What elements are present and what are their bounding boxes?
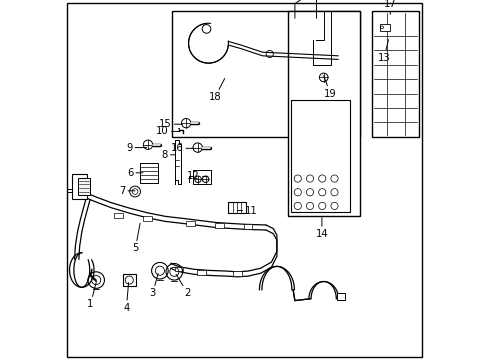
Bar [215,223,223,228]
Bar [186,221,194,226]
Text: 2: 2 [176,274,190,298]
Bar [228,202,245,213]
Text: 4: 4 [123,283,129,313]
Text: 15: 15 [159,119,182,129]
Bar [72,174,87,199]
Bar [371,11,418,137]
Text: 13: 13 [377,40,390,63]
Text: 3: 3 [149,274,158,298]
Bar [172,11,359,137]
Bar [123,274,135,287]
Bar [197,270,205,275]
Bar [114,213,122,218]
Text: 19: 19 [323,76,336,99]
Text: 1: 1 [87,283,96,309]
Bar [232,271,241,276]
Text: 7: 7 [119,186,135,196]
Text: 10: 10 [156,126,179,136]
Text: 8: 8 [161,150,175,160]
Bar [140,163,158,183]
Text: 18: 18 [208,78,224,102]
Bar [291,99,349,212]
Text: 14: 14 [315,218,327,239]
Bar [379,24,389,31]
Text: 5: 5 [132,223,140,253]
Bar [244,224,252,229]
Text: 12: 12 [186,171,207,181]
Bar [174,267,183,271]
Bar [142,216,151,221]
Text: 11: 11 [237,206,258,216]
Bar [78,178,89,195]
Bar [192,170,210,184]
Text: 6: 6 [126,168,142,178]
Text: 16: 16 [170,143,194,153]
Text: 17: 17 [383,0,396,14]
Bar [337,293,344,300]
Text: 9: 9 [126,143,146,153]
Bar [287,11,359,216]
